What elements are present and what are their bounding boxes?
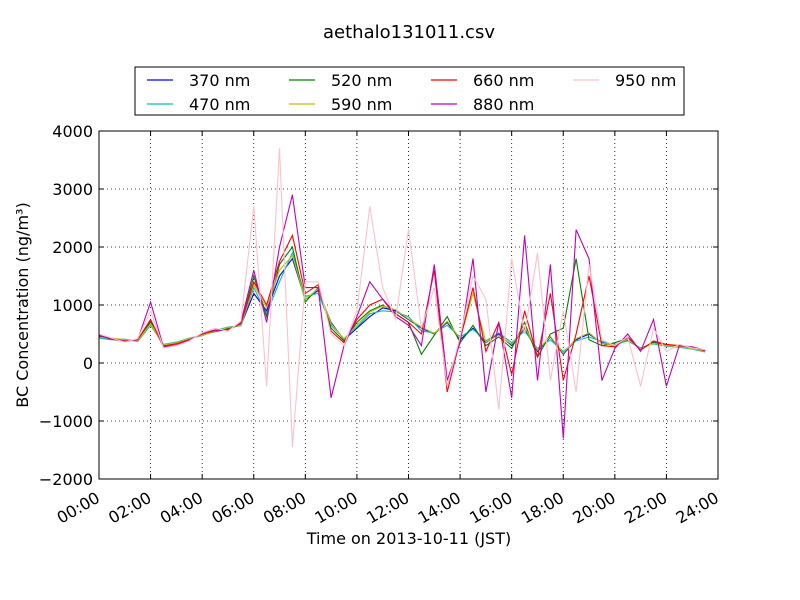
chart-title: aethalo131011.csv bbox=[323, 22, 495, 43]
legend-label: 470 nm bbox=[189, 95, 250, 114]
y-tick-label: 1000 bbox=[52, 296, 93, 315]
series-line bbox=[98, 148, 706, 448]
y-tick-label: −1000 bbox=[39, 412, 93, 431]
x-axis-label: Time on 2013-10-11 (JST) bbox=[306, 529, 511, 548]
legend-label: 660 nm bbox=[473, 71, 534, 90]
legend-label: 880 nm bbox=[473, 95, 534, 114]
legend-label: 950 nm bbox=[615, 71, 676, 90]
y-tick-label: −2000 bbox=[39, 470, 93, 489]
y-tick-label: 0 bbox=[83, 354, 93, 373]
legend-label: 590 nm bbox=[331, 95, 392, 114]
y-tick-label: 4000 bbox=[52, 122, 93, 141]
y-axis-label: BC Concentration (ng/m³) bbox=[13, 202, 32, 407]
series-line bbox=[98, 254, 706, 354]
y-tick-label: 3000 bbox=[52, 180, 93, 199]
legend-frame bbox=[134, 66, 685, 116]
legend-label: 520 nm bbox=[331, 71, 392, 90]
legend-label: 370 nm bbox=[189, 71, 250, 90]
y-tick-label: 2000 bbox=[52, 238, 93, 257]
legend: 370 nm 470 nm 520 nm 590 nm 660 nm 880 nm 950 … bbox=[134, 66, 685, 116]
plot-frame bbox=[98, 130, 719, 480]
